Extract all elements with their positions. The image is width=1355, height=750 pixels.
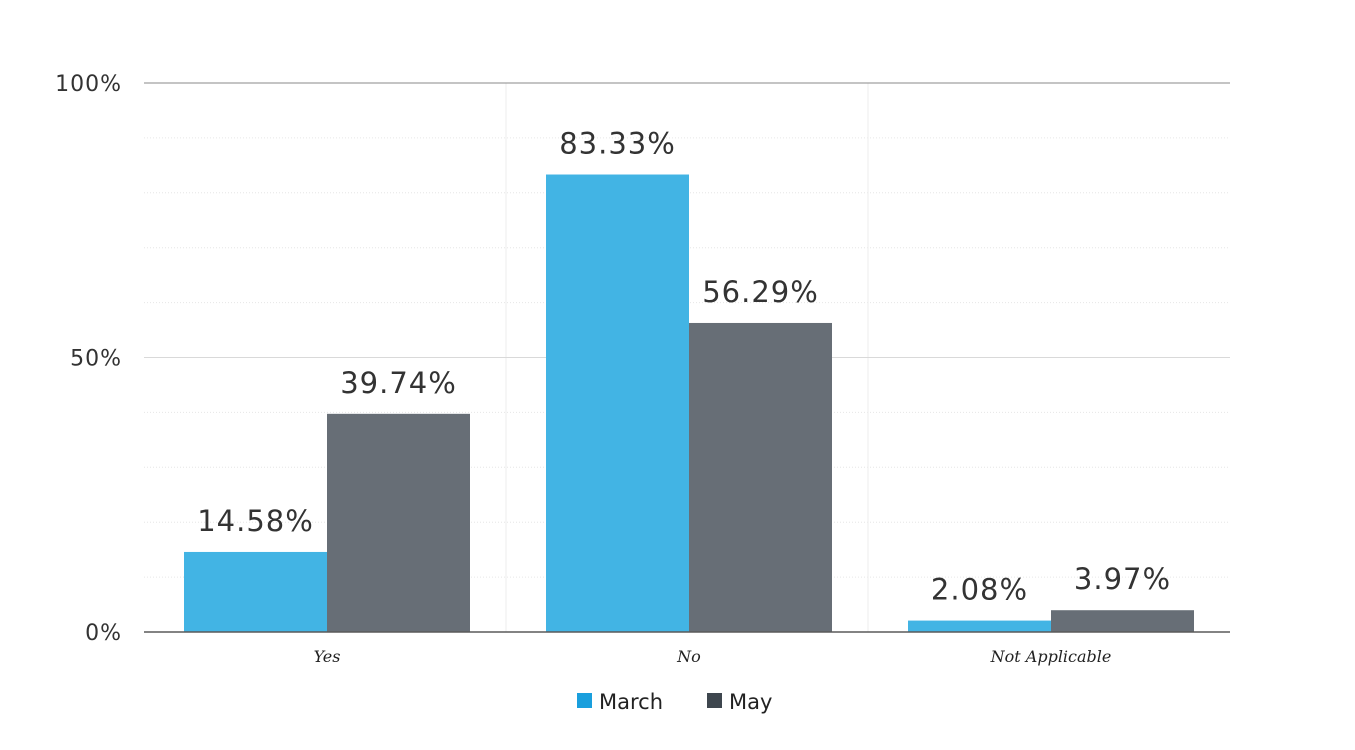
legend: March May [577, 690, 772, 714]
x-tick-label: Not Applicable [990, 647, 1112, 666]
legend-swatch-may [707, 693, 722, 708]
data-labels: 14.58% 39.74% 83.33% 56.29% 2.08% 3.97% [197, 127, 1171, 607]
data-label: 14.58% [197, 504, 314, 538]
data-label: 39.74% [340, 366, 457, 400]
bar-march-1 [546, 174, 689, 632]
legend-label-march: March [599, 690, 663, 714]
data-label: 2.08% [931, 573, 1028, 607]
bar-march-2 [908, 620, 1051, 632]
bar-may-0 [327, 413, 470, 632]
y-tick-label: 100% [55, 72, 122, 97]
legend-label-may: May [729, 690, 772, 714]
y-tick-label: 50% [70, 347, 122, 372]
bar-march-0 [184, 551, 327, 632]
bar-may-2 [1051, 610, 1194, 632]
data-label: 3.97% [1074, 562, 1171, 596]
x-tick-label: Yes [314, 647, 341, 666]
bars [184, 174, 1194, 632]
axes: 0% 50% 100% Yes No Not Applicable [55, 72, 1230, 666]
y-tick-label: 0% [85, 621, 122, 646]
bar-may-1 [689, 322, 832, 632]
data-label: 83.33% [559, 127, 676, 161]
data-label: 56.29% [702, 275, 819, 309]
x-tick-label: No [676, 647, 701, 666]
legend-swatch-march [577, 693, 592, 708]
